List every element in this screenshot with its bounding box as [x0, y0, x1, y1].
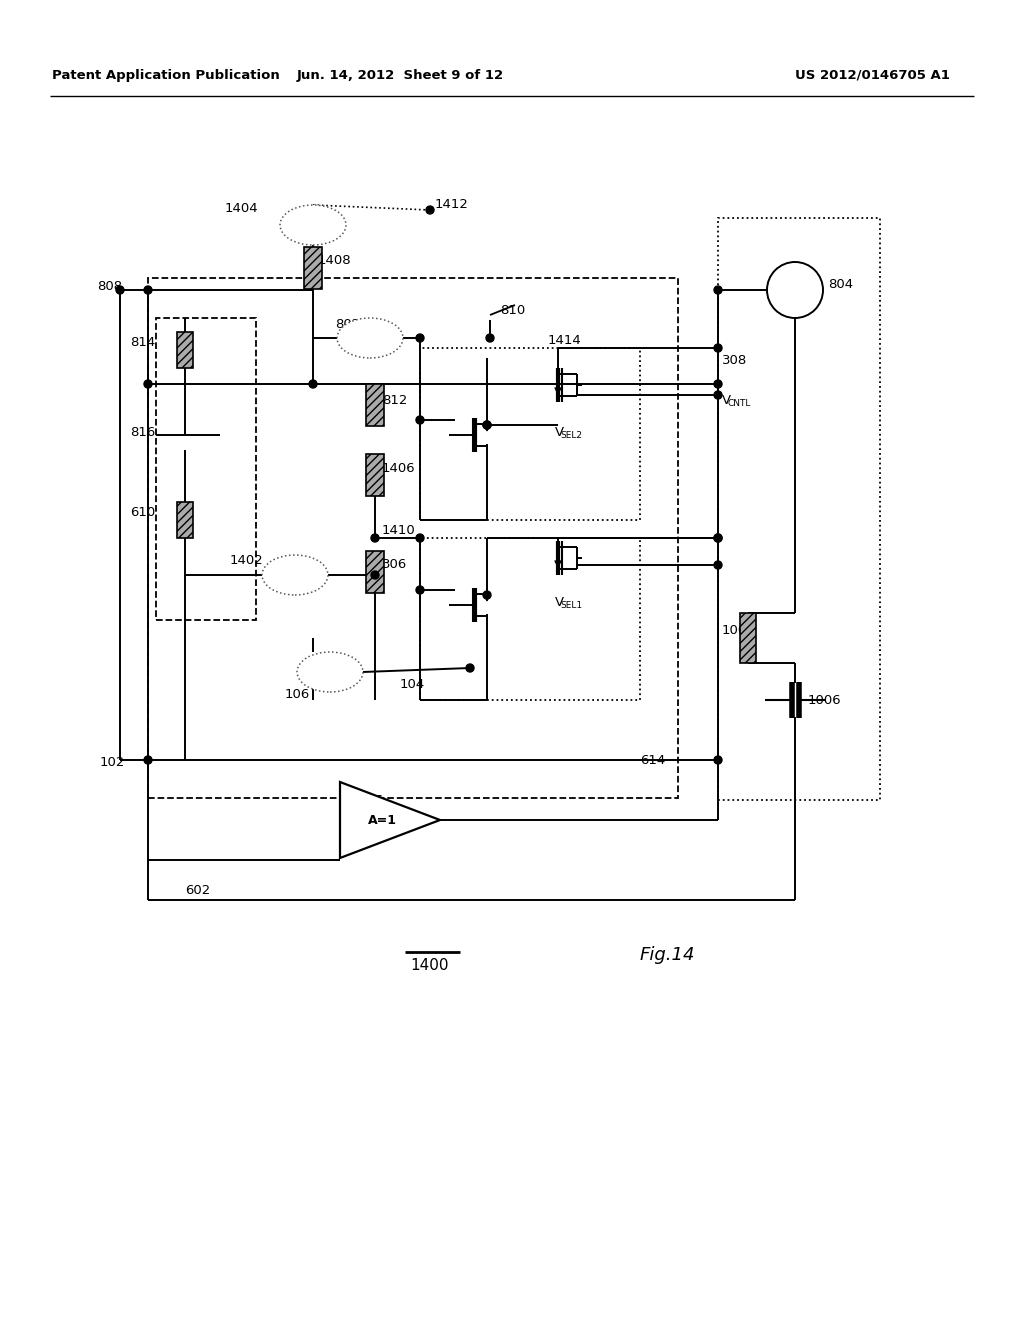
- Circle shape: [714, 345, 722, 352]
- Bar: [304, 247, 322, 289]
- Circle shape: [309, 380, 317, 388]
- Bar: [366, 454, 384, 496]
- Circle shape: [714, 756, 722, 764]
- Text: 306: 306: [382, 558, 408, 572]
- Circle shape: [483, 591, 490, 599]
- Text: 106: 106: [285, 689, 310, 701]
- Circle shape: [714, 391, 722, 399]
- Text: 1002: 1002: [722, 623, 756, 636]
- Text: 614: 614: [640, 754, 666, 767]
- Circle shape: [483, 421, 490, 429]
- Bar: [740, 612, 756, 663]
- Text: 602: 602: [185, 883, 210, 896]
- Text: 1006: 1006: [808, 693, 842, 706]
- Text: 812: 812: [382, 393, 408, 407]
- Circle shape: [371, 535, 379, 543]
- Circle shape: [483, 421, 490, 429]
- Text: Jun. 14, 2012  Sheet 9 of 12: Jun. 14, 2012 Sheet 9 of 12: [296, 69, 504, 82]
- Circle shape: [714, 380, 722, 388]
- Text: US 2012/0146705 A1: US 2012/0146705 A1: [795, 69, 950, 82]
- Text: 308: 308: [722, 354, 748, 367]
- Text: 814: 814: [130, 335, 155, 348]
- Text: 1410: 1410: [382, 524, 416, 536]
- Circle shape: [416, 334, 424, 342]
- Ellipse shape: [280, 205, 346, 246]
- Text: 104: 104: [400, 678, 425, 692]
- Ellipse shape: [297, 652, 362, 692]
- Text: V: V: [555, 595, 564, 609]
- Bar: [366, 384, 384, 426]
- Text: 1402: 1402: [230, 553, 264, 566]
- Bar: [177, 333, 193, 368]
- Text: 816: 816: [130, 425, 155, 438]
- Circle shape: [714, 561, 722, 569]
- Circle shape: [767, 261, 823, 318]
- Circle shape: [144, 756, 152, 764]
- Text: 102: 102: [100, 755, 125, 768]
- Text: 808: 808: [97, 281, 122, 293]
- Text: 802: 802: [335, 318, 360, 331]
- Circle shape: [714, 286, 722, 294]
- Bar: [177, 502, 193, 539]
- Circle shape: [371, 572, 379, 579]
- Text: 810: 810: [500, 304, 525, 317]
- Circle shape: [416, 535, 424, 543]
- Text: Patent Application Publication: Patent Application Publication: [52, 69, 280, 82]
- Text: SEL2: SEL2: [560, 432, 583, 441]
- Circle shape: [416, 416, 424, 424]
- Text: 804: 804: [828, 279, 853, 292]
- Ellipse shape: [337, 318, 403, 358]
- Ellipse shape: [262, 554, 328, 595]
- Circle shape: [466, 664, 474, 672]
- Circle shape: [714, 535, 722, 543]
- Circle shape: [714, 535, 722, 543]
- Circle shape: [416, 586, 424, 594]
- Text: 606: 606: [358, 793, 383, 807]
- Text: Fig.14: Fig.14: [640, 946, 695, 964]
- Text: 610: 610: [130, 506, 155, 519]
- Text: 1408: 1408: [318, 253, 351, 267]
- Circle shape: [116, 286, 124, 294]
- Text: V: V: [555, 425, 564, 438]
- Text: 1404: 1404: [225, 202, 259, 214]
- Text: 1414: 1414: [548, 334, 582, 346]
- Text: SEL1: SEL1: [560, 602, 583, 610]
- Circle shape: [426, 206, 434, 214]
- Text: CNTL: CNTL: [727, 400, 751, 408]
- Polygon shape: [340, 781, 440, 858]
- Circle shape: [144, 286, 152, 294]
- Text: V: V: [722, 393, 731, 407]
- Text: 1406: 1406: [382, 462, 416, 474]
- Bar: [366, 550, 384, 593]
- Text: A=1: A=1: [368, 813, 396, 826]
- Text: 1412: 1412: [435, 198, 469, 211]
- Circle shape: [486, 334, 494, 342]
- Text: 1400: 1400: [411, 958, 450, 973]
- Circle shape: [144, 380, 152, 388]
